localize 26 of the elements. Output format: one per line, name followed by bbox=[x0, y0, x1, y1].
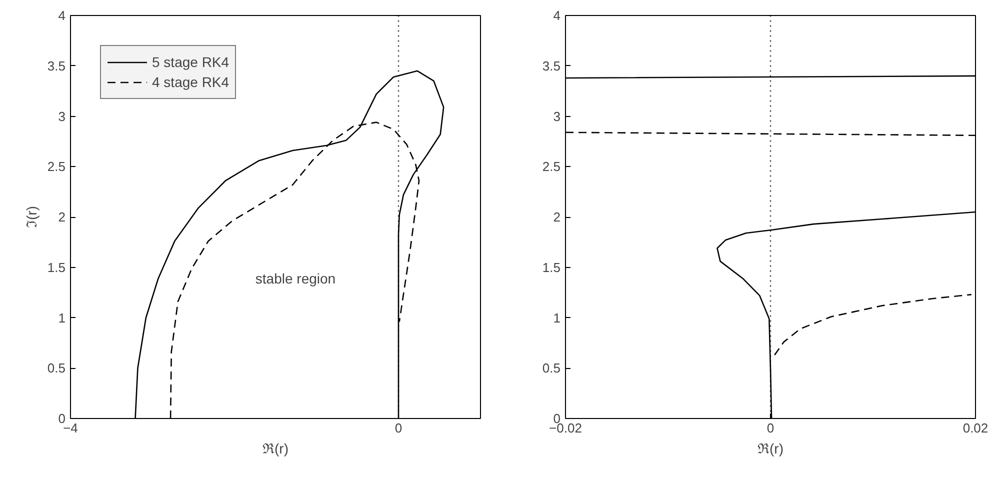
x-axis-title: ℜ(r) bbox=[262, 440, 289, 456]
y-tick-label: 1 bbox=[58, 310, 66, 326]
y-tick-label: 0.5 bbox=[542, 360, 561, 376]
y-tick-label: 3.5 bbox=[47, 58, 66, 74]
y-tick-label: 1.5 bbox=[542, 260, 561, 275]
y-tick-label: 3 bbox=[58, 108, 66, 124]
x-axis-title: ℜ(r) bbox=[758, 440, 784, 456]
y-axis-title: ℑ(r) bbox=[23, 206, 40, 228]
y-tick-label: 2.5 bbox=[47, 159, 66, 174]
y-tick-label: 0 bbox=[58, 411, 66, 426]
annotation: stable region bbox=[255, 270, 336, 286]
x-tick-label: 0.02 bbox=[962, 420, 988, 436]
legend-label: 5 stage RK4 bbox=[152, 54, 230, 70]
y-tick-label: 4 bbox=[553, 8, 561, 23]
y-tick-label: 2 bbox=[58, 210, 66, 224]
y-tick-label: 3 bbox=[553, 108, 561, 124]
y-tick-label: 0.5 bbox=[47, 360, 66, 376]
y-tick-label: 1.5 bbox=[47, 260, 66, 275]
legend-label: 4 stage RK4 bbox=[152, 74, 230, 90]
y-tick-label: 4 bbox=[58, 8, 66, 23]
y-tick-label: 1 bbox=[553, 310, 561, 326]
y-tick-label: 2 bbox=[553, 210, 561, 224]
y-tick-label: 3.5 bbox=[542, 58, 561, 74]
x-tick-label: 0 bbox=[394, 420, 402, 436]
x-tick-label: 0 bbox=[766, 420, 774, 436]
y-tick-label: 2.5 bbox=[542, 159, 561, 174]
